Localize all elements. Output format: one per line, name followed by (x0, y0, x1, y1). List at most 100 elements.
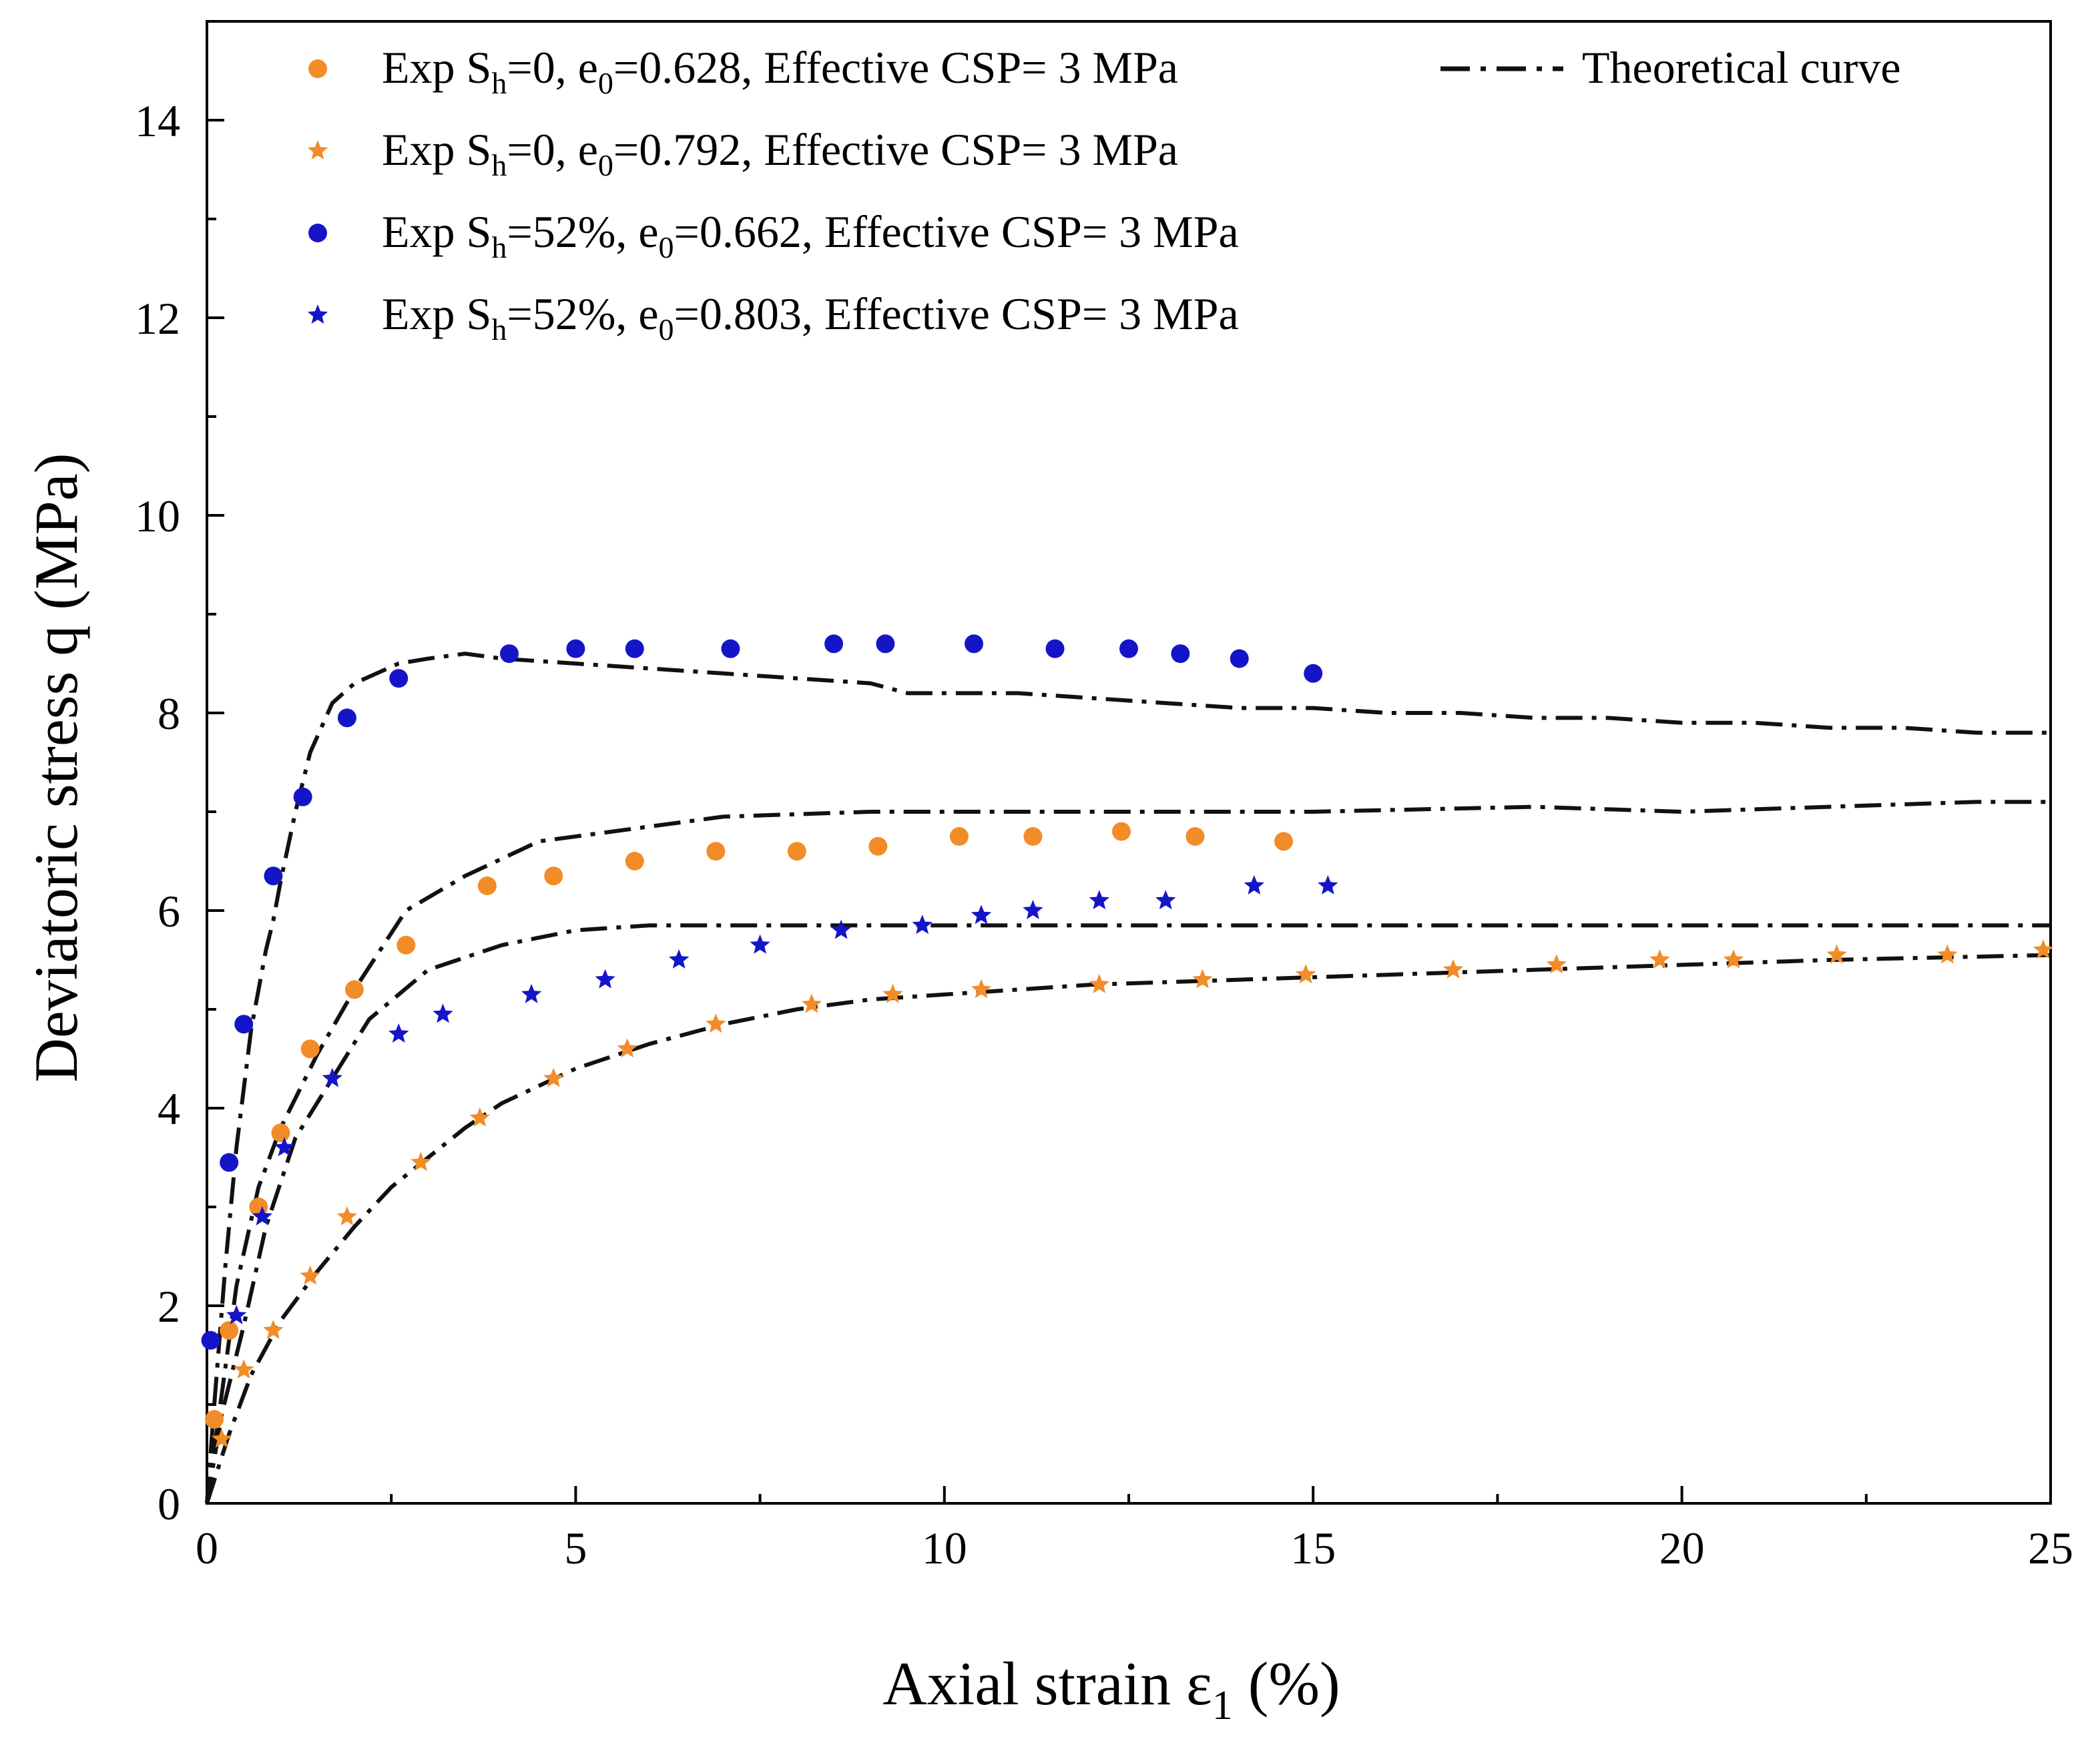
series-3-point (1089, 890, 1109, 910)
series-0-point (706, 842, 726, 861)
y-tick-label: 12 (135, 293, 180, 344)
series-3-point (750, 934, 770, 954)
series-0-point (271, 1123, 290, 1142)
y-axis-title: Deviatoric stress q (MPa) (22, 453, 90, 1083)
x-tick-label: 15 (1290, 1523, 1336, 1573)
y-tick-label: 4 (158, 1083, 180, 1134)
series-0-point (787, 842, 806, 861)
series-2-point (337, 708, 356, 728)
series-1-point (211, 1428, 232, 1448)
series-2-point (566, 639, 585, 658)
series-2-point (1230, 649, 1249, 668)
series-1-point (971, 979, 992, 999)
series-0-point (544, 866, 563, 886)
series-1-point (2033, 939, 2054, 959)
series-1-point (300, 1265, 320, 1285)
series-0-points (205, 822, 1294, 1429)
series-0-point (344, 980, 364, 999)
legend-label-theoretical: Theoretical curve (1582, 42, 1901, 93)
series-0-point (868, 836, 888, 856)
series-1-point (543, 1067, 564, 1087)
legend-entry-3: Exp Sh=52%, e0=0.803, Effective CSP= 3 M… (307, 288, 1239, 346)
series-3-point (1155, 890, 1176, 910)
series-0-point (625, 852, 644, 870)
series-2-point (721, 639, 740, 658)
y-tick-label: 8 (158, 688, 180, 739)
series-2-point (964, 634, 983, 654)
series-3-point (595, 969, 615, 989)
series-3-point (226, 1304, 247, 1324)
series-2-point (234, 1015, 254, 1034)
series-2-point (499, 644, 519, 664)
series-1-point (1723, 949, 1744, 969)
theoretical-curve-1 (205, 800, 2051, 1504)
series-0-point (1186, 827, 1205, 846)
series-2-point (876, 634, 895, 654)
series-3-point (252, 1206, 273, 1226)
series-1-points (211, 939, 2054, 1448)
series-0-point (397, 935, 416, 955)
series-1-point (411, 1152, 431, 1172)
theoretical-curve-2 (205, 923, 2051, 1504)
series-1-point (882, 983, 903, 1003)
theoretical-curves (205, 652, 2051, 1504)
series-1-point (706, 1013, 726, 1033)
series-1-point (469, 1107, 490, 1127)
series-0-point (1274, 832, 1294, 851)
y-tick-label: 10 (135, 491, 180, 541)
series-1-point (1089, 974, 1109, 993)
x-axis-title-main: Axial strain ε (882, 1650, 1212, 1718)
series-2-point (625, 639, 644, 658)
legend-entry-2: Exp Sh=52%, e0=0.662, Effective CSP= 3 M… (308, 206, 1239, 264)
series-3-point (433, 1003, 453, 1023)
series-1-point (1826, 944, 1847, 964)
legend-entry-1: Exp Sh=0, e0=0.792, Effective CSP= 3 MPa (307, 124, 1178, 182)
x-axis-title-sub: 1 (1212, 1683, 1233, 1728)
series-2-point (389, 669, 409, 688)
series-3-points (226, 875, 1338, 1324)
series-3-point (388, 1023, 409, 1043)
series-1-point (1295, 964, 1316, 984)
series-2-point (1045, 639, 1065, 658)
series-2-point (293, 787, 312, 806)
series-3-point (274, 1137, 295, 1157)
series-1-point (1937, 944, 1958, 964)
legend-marker-2 (308, 224, 327, 242)
series-3-point (668, 949, 690, 969)
series-0-point (1111, 822, 1131, 841)
series-1-point (1192, 969, 1213, 989)
series-3-point (830, 919, 852, 939)
x-tick-label: 20 (1659, 1523, 1705, 1573)
legend-label-1: Exp Sh=0, e0=0.792, Effective CSP= 3 MPa (382, 124, 1178, 182)
series-3-point (1023, 900, 1043, 919)
series-1-point (1546, 954, 1567, 974)
legend-label-0: Exp Sh=0, e0=0.628, Effective CSP= 3 MPa (382, 42, 1178, 100)
series-1-point (1442, 959, 1464, 979)
series-3-point (1318, 875, 1338, 895)
y-tick-label: 14 (135, 95, 180, 146)
legend-marker-3 (307, 304, 328, 324)
x-axis-title: Axial strain ε1 (%) (882, 1650, 1340, 1728)
theoretical-curve-0 (205, 652, 2051, 1504)
series-2-point (1171, 644, 1190, 664)
legend: Exp Sh=0, e0=0.628, Effective CSP= 3 MPa… (307, 42, 1901, 346)
series-2-point (264, 866, 283, 886)
x-axis-title-tail: (%) (1233, 1650, 1340, 1718)
series-0-point (949, 827, 969, 846)
legend-marker-0 (308, 59, 327, 78)
series-3-point (971, 905, 992, 925)
legend-entry-0: Exp Sh=0, e0=0.628, Effective CSP= 3 MPa (308, 42, 1178, 100)
series-3-point (322, 1067, 342, 1087)
x-tick-label: 10 (922, 1523, 967, 1573)
series-2-point (1304, 664, 1323, 683)
legend-entry-theoretical: Theoretical curve (1440, 42, 1901, 93)
series-1-point (801, 993, 822, 1013)
x-tick-label: 0 (196, 1523, 218, 1573)
series-0-point (300, 1039, 320, 1059)
series-2-point (824, 634, 844, 654)
series-1-point (617, 1038, 637, 1058)
series-0-point (477, 876, 497, 895)
y-tick-label: 6 (158, 886, 180, 937)
legend-marker-1 (307, 140, 328, 160)
